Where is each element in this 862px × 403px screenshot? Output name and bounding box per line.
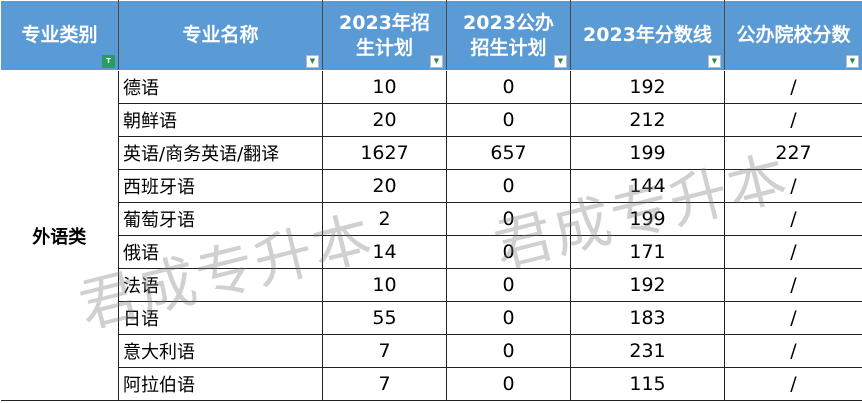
table-row: 西班牙语 20 0 144/ <box>1 169 862 203</box>
table-cell[interactable]: 115 <box>570 367 725 401</box>
table-cell[interactable]: 日语 <box>118 301 323 335</box>
header-label: 2023年分数线 <box>583 24 712 46</box>
table-row: 日语 55 0 183/ <box>1 301 862 335</box>
table-cell[interactable]: 俄语 <box>118 235 323 269</box>
table-cell[interactable]: 171 <box>570 235 725 269</box>
table-cell[interactable]: 朝鲜语 <box>118 103 323 137</box>
table-cell[interactable]: 0 <box>446 268 571 302</box>
table-cell[interactable]: 法语 <box>118 268 323 302</box>
table-cell[interactable]: 227 <box>724 136 862 170</box>
table-cell[interactable]: / <box>724 169 862 203</box>
table-cell[interactable]: / <box>724 202 862 236</box>
table-cell[interactable]: 7 <box>322 334 447 368</box>
table-cell[interactable]: / <box>724 235 862 269</box>
filter-dropdown-icon[interactable]: ▼ <box>554 55 567 68</box>
table-cell[interactable]: 10 <box>322 268 447 302</box>
table-cell[interactable]: 0 <box>446 70 571 104</box>
table-cell[interactable]: 192 <box>570 70 725 104</box>
table-cell[interactable]: 144 <box>570 169 725 203</box>
table-cell[interactable]: 0 <box>446 169 571 203</box>
table-cell[interactable]: 西班牙语 <box>118 169 323 203</box>
filter-dropdown-icon[interactable]: ▼ <box>846 55 859 68</box>
table-cell[interactable]: 231 <box>570 334 725 368</box>
table-cell[interactable]: 192 <box>570 268 725 302</box>
table-cell[interactable]: 0 <box>446 103 571 137</box>
table-cell[interactable]: 0 <box>446 202 571 236</box>
table-cell[interactable]: 2 <box>322 202 447 236</box>
header-label: 公办院校分数 <box>736 24 851 46</box>
table-cell[interactable]: 0 <box>446 334 571 368</box>
table-cell[interactable]: 657 <box>446 136 571 170</box>
header-label: 2023年招生计划 <box>339 11 430 59</box>
table-cell[interactable]: / <box>724 268 862 302</box>
table-cell[interactable]: 20 <box>322 169 447 203</box>
category-cell[interactable]: 外语类 <box>0 70 119 401</box>
filter-dropdown-icon[interactable]: ▼ <box>306 55 319 68</box>
table-cell[interactable]: 阿拉伯语 <box>118 367 323 401</box>
column-header: 专业类别 T <box>0 0 119 71</box>
table-cell[interactable]: 意大利语 <box>118 334 323 368</box>
column-header: 2023公办招生计划 ▼ <box>446 0 571 71</box>
filter-dropdown-icon[interactable]: ▼ <box>708 55 721 68</box>
table-cell[interactable]: 212 <box>570 103 725 137</box>
table-row: 葡萄牙语 2 0 199/ <box>1 202 862 236</box>
column-header: 公办院校分数 ▼ <box>724 0 862 71</box>
header-label: 2023公办招生计划 <box>463 11 554 59</box>
table-cell[interactable]: 0 <box>446 235 571 269</box>
table-row: 朝鲜语 20 0 212/ <box>1 103 862 137</box>
table-row: 外语类 德语 10 0 192/ <box>0 70 862 401</box>
table-row: 俄语 14 0 171/ <box>1 235 862 269</box>
column-header: 2023年招生计划 ▼ <box>322 0 447 71</box>
table-cell[interactable]: 199 <box>570 202 725 236</box>
filter-dropdown-icon[interactable]: ▼ <box>430 55 443 68</box>
table-row: 法语 10 0 192/ <box>1 268 862 302</box>
table-cell[interactable]: / <box>724 367 862 401</box>
table-cell[interactable]: 20 <box>322 103 447 137</box>
table-cell[interactable]: 199 <box>570 136 725 170</box>
table-cell[interactable]: 德语 <box>118 70 323 104</box>
table-cell[interactable]: / <box>724 334 862 368</box>
table-cell[interactable]: / <box>724 70 862 104</box>
table-cell[interactable]: 英语/商务英语/翻译 <box>118 136 323 170</box>
header-label: 专业名称 <box>182 24 259 46</box>
table-cell[interactable]: 0 <box>446 367 571 401</box>
table-cell[interactable]: 14 <box>322 235 447 269</box>
column-header: 2023年分数线 ▼ <box>570 0 725 71</box>
column-header: 专业名称 ▼ <box>118 0 323 71</box>
table-row: 阿拉伯语 7 0 115/ <box>1 367 862 401</box>
filter-dropdown-icon[interactable]: T <box>102 55 115 68</box>
table-cell[interactable]: 0 <box>446 301 571 335</box>
table-row: 意大利语 7 0 231/ <box>1 334 862 368</box>
table-cell[interactable]: 183 <box>570 301 725 335</box>
table-cell[interactable]: 55 <box>322 301 447 335</box>
table-cell[interactable]: 葡萄牙语 <box>118 202 323 236</box>
table-row: 英语/商务英语/翻译 1627 657 199 227 <box>1 136 862 170</box>
table-cell[interactable]: 10 <box>322 70 447 104</box>
table-cell[interactable]: / <box>724 301 862 335</box>
table-cell[interactable]: 1627 <box>322 136 447 170</box>
table-cell[interactable]: / <box>724 103 862 137</box>
header-label: 专业类别 <box>21 24 98 46</box>
table-cell[interactable]: 7 <box>322 367 447 401</box>
